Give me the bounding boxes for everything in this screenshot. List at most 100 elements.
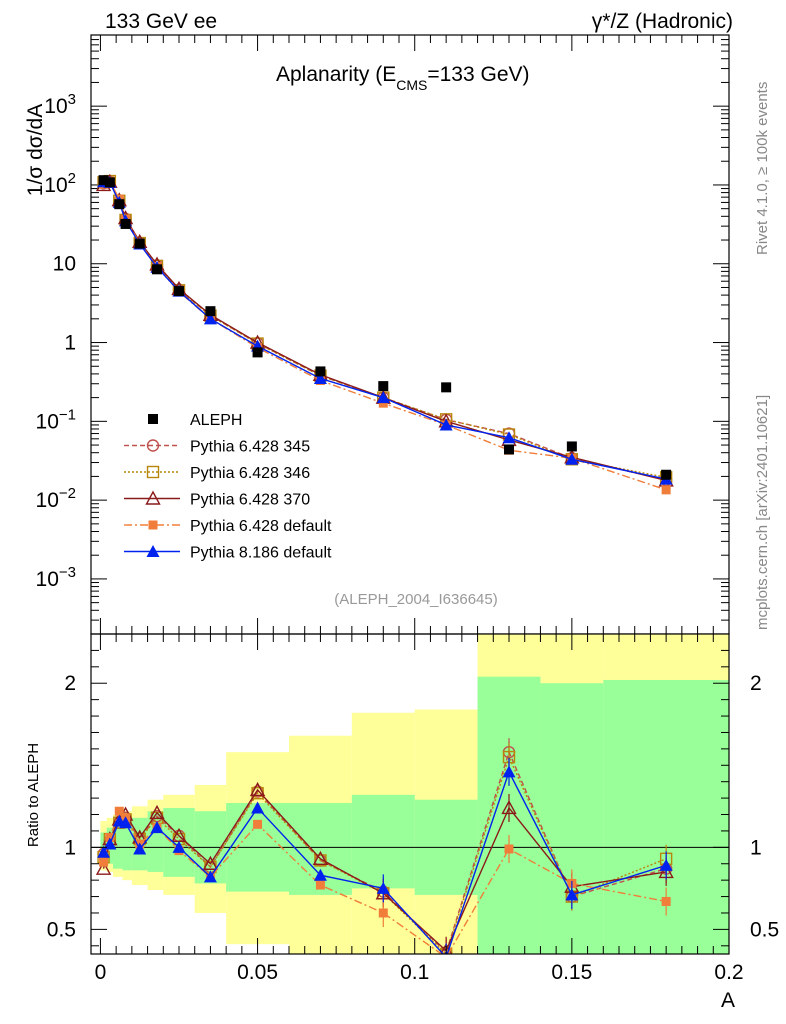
legend: ALEPH Pythia 6.428 345 Pythia 6.428 346 Pyt… <box>124 412 332 562</box>
series-point <box>502 431 516 444</box>
ratio-series-point <box>376 881 390 894</box>
data-point <box>441 382 452 393</box>
data-point <box>205 306 216 317</box>
legend-label: Pythia 6.428 370 <box>190 492 310 509</box>
watermark: (ALEPH_2004_I636645) <box>334 591 497 608</box>
ratio-series-point <box>440 942 453 954</box>
ratio-series-point <box>202 855 219 870</box>
ratio-stat-band <box>113 821 123 869</box>
ratio-series-point <box>114 806 124 816</box>
data-point <box>252 347 263 358</box>
ratio-series-point <box>149 804 165 820</box>
data-point <box>566 441 577 452</box>
ratio-frame <box>90 633 730 955</box>
x-tick-label: 0.2 <box>714 961 743 984</box>
legend-label: Pythia 8.186 default <box>190 545 332 562</box>
plot-title-sub: CMS <box>396 77 427 93</box>
data-point <box>174 286 184 297</box>
ratio-stat-band <box>540 683 604 954</box>
legend-marker <box>146 439 160 452</box>
data-point <box>134 238 145 249</box>
data-point <box>504 444 514 455</box>
ratio-series-point <box>378 908 388 918</box>
legend-marker <box>145 490 161 505</box>
ratio-series-point <box>313 868 327 881</box>
main-y-tick-label: 102 <box>44 170 76 197</box>
x-axis-label: A <box>721 989 735 1012</box>
ratio-series-point <box>501 799 517 815</box>
ratio-series-point <box>659 858 673 871</box>
ratio-series-point <box>315 880 325 890</box>
ratio-y-tick-label-right: 0.5 <box>750 918 779 941</box>
ratio-series-point <box>565 888 579 901</box>
header-left: 133 GeV ee <box>105 10 217 33</box>
plot-title-tail: =133 GeV) <box>427 63 529 86</box>
ratio-series-point <box>103 837 117 850</box>
legend-marker <box>146 465 160 479</box>
series-point <box>376 391 390 404</box>
rivet-label: Rivet 4.1.0, ≥ 100k events <box>754 82 771 255</box>
legend-label: Pythia 6.428 345 <box>190 439 310 456</box>
legend-label: ALEPH <box>190 412 242 429</box>
data-point <box>315 366 326 377</box>
series-point <box>565 452 579 465</box>
ratio-series-point <box>133 842 147 855</box>
ratio-series-point <box>105 832 115 842</box>
legend-marker <box>146 545 160 557</box>
data-point <box>104 177 115 188</box>
ratio-series-point <box>502 765 516 778</box>
ratio-y-tick-label-right: 2 <box>750 672 762 695</box>
data-point <box>661 469 672 480</box>
x-tick-label: 0.05 <box>237 961 278 984</box>
ratio-series-point <box>203 870 217 883</box>
x-tick-label: 0 <box>95 961 107 984</box>
ratio-series-point <box>314 854 327 867</box>
series-line <box>103 180 667 478</box>
ratio-stat-band <box>122 821 132 871</box>
ratio-series-point <box>99 857 109 867</box>
data-point <box>98 175 109 186</box>
ratio-series-point <box>504 844 514 854</box>
plot-title-main: Aplanarity (E <box>276 63 396 86</box>
data-point <box>152 264 162 275</box>
series-point <box>439 418 453 431</box>
data-point <box>120 218 131 229</box>
ratio-series-point <box>95 860 112 875</box>
series-line <box>103 180 667 480</box>
ratio-series-point <box>251 801 265 814</box>
series-point <box>313 371 327 384</box>
x-tick-label: 0.1 <box>400 961 429 984</box>
plot-title: Aplanarity (ECMS=133 GeV) <box>276 63 530 93</box>
series-point <box>203 312 217 325</box>
ratio-y-axis-label: Ratio to ALEPH <box>25 743 42 847</box>
ratio-series-point <box>312 850 329 866</box>
main-y-tick-label: 1 <box>64 332 76 355</box>
ratio-plot-panel: 0.5 0.5 1 1 2 2 0 0.05 0.1 0.15 0.2 Ratio to ALEP… <box>25 633 779 1012</box>
ratio-y-tick-label: 1 <box>64 836 76 859</box>
ratio-y-tick-label: 0.5 <box>47 918 76 941</box>
ratio-y-tick-label: 2 <box>64 672 76 695</box>
series-point <box>378 398 388 408</box>
main-y-tick-label: 103 <box>44 91 76 118</box>
ratio-series-point <box>119 816 133 829</box>
ratio-series-point <box>150 821 164 834</box>
data-point <box>378 381 389 392</box>
series-line <box>103 180 667 481</box>
main-y-axis-label: 1/σ dσ/dA <box>24 104 47 196</box>
main-frame <box>90 34 730 635</box>
main-y-tick-label: 10−2 <box>36 485 76 512</box>
legend-marker <box>148 414 158 424</box>
ratio-series-point <box>661 896 671 906</box>
data-point <box>114 199 125 210</box>
series-point <box>661 485 671 495</box>
legend-label: Pythia 6.428 346 <box>190 465 310 482</box>
ratio-y-tick-label-right: 1 <box>750 836 762 859</box>
series-line <box>103 180 667 491</box>
ratio-series-point <box>97 845 111 858</box>
x-tick-label: 0.15 <box>551 961 592 984</box>
main-y-tick-label: 10−1 <box>36 406 76 433</box>
main-y-tick-label: 10 <box>53 253 76 276</box>
ratio-series-point <box>249 781 266 797</box>
ratio-series-point <box>172 840 186 853</box>
